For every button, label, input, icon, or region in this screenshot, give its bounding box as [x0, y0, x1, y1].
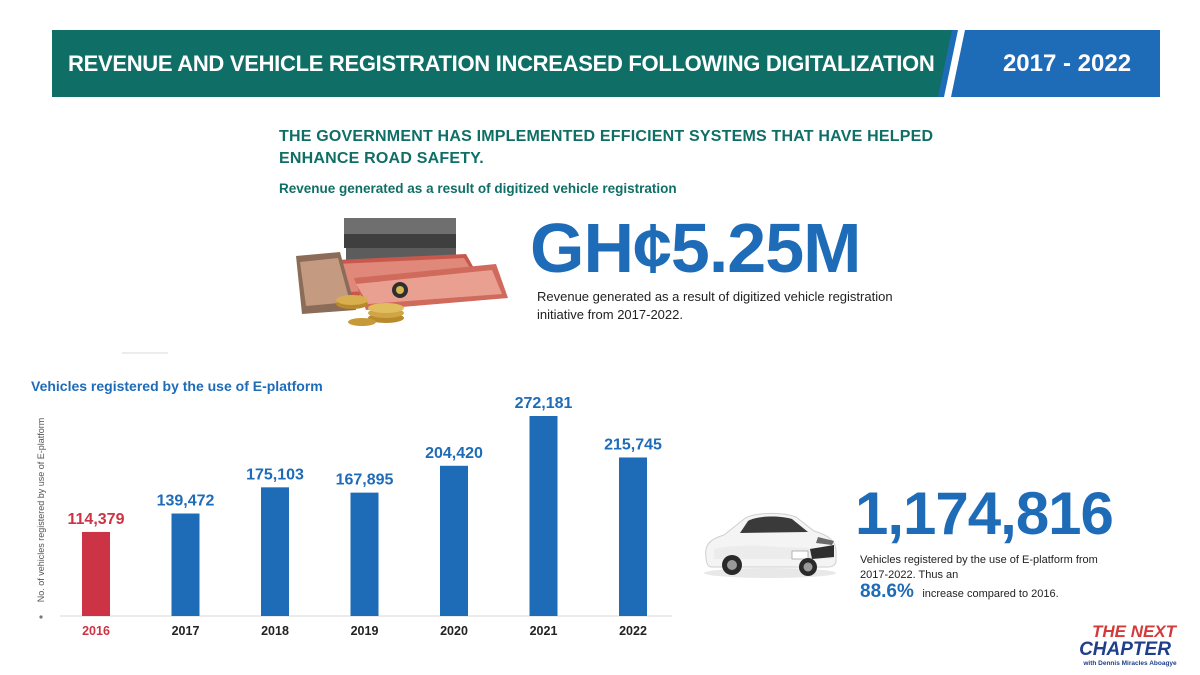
y-axis-label: No. of vehicles registered by use of E-p…: [36, 418, 46, 603]
value-label-2022: 215,745: [604, 436, 662, 453]
bar-2020: [440, 465, 468, 616]
headline: THE GOVERNMENT HAS IMPLEMENTED EFFICIENT…: [279, 128, 934, 167]
chart-title: Vehicles registered by the use of E-plat…: [31, 378, 323, 394]
revenue-note: Revenue generated as a result of digitiz…: [537, 289, 893, 322]
bar-2017: [171, 513, 200, 616]
x-tick-label-2022: 2022: [619, 624, 647, 638]
x-tick-label-2020: 2020: [440, 624, 468, 638]
value-label-2016: 114,379: [68, 511, 125, 528]
value-label-2018: 175,103: [246, 466, 304, 483]
increase-value: 88.6%: [860, 581, 914, 602]
car-illustration: [704, 512, 837, 578]
the-next-chapter-logo: THE NEXT CHAPTER with Dennis Miracles Ab…: [1079, 622, 1178, 667]
total-vehicles: 1,174,816: [855, 480, 1114, 547]
bar-2019: [350, 492, 379, 616]
x-tick-label-2016: 2016: [82, 624, 110, 638]
x-tick-label-2019: 2019: [351, 624, 379, 638]
money-stack-illustration: [296, 218, 508, 326]
section-divider: [122, 352, 168, 354]
increase-text: increase compared to 2016.: [922, 588, 1059, 600]
logo-line-2: CHAPTER: [1079, 639, 1171, 660]
bar-2022: [619, 457, 647, 616]
x-tick-label-2021: 2021: [530, 624, 558, 638]
value-label-2017: 139,472: [157, 493, 215, 510]
logo-line-1: THE NEXT: [1092, 622, 1178, 641]
revenue-subtitle: Revenue generated as a result of digitiz…: [279, 181, 677, 196]
increase-row: 88.6% increase compared to 2016.: [860, 581, 1059, 603]
banner-title: REVENUE AND VEHICLE REGISTRATION INCREAS…: [68, 51, 935, 76]
y-axis-label-marker: [39, 615, 43, 619]
bar-2021: [529, 416, 558, 616]
total-vehicles-note: Vehicles registered by the use of E-plat…: [860, 554, 1098, 581]
x-tick-label-2017: 2017: [172, 624, 200, 638]
banner-years: 2017 - 2022: [1002, 50, 1132, 77]
bar-2016: [82, 531, 110, 616]
x-tick-label-2018: 2018: [261, 624, 289, 638]
bar-chart: No. of vehicles registered by use of E-p…: [36, 395, 672, 638]
value-label-2020: 204,420: [425, 445, 483, 462]
banner-blue-section: [938, 30, 1160, 97]
bar-2018: [261, 487, 289, 616]
logo-line-3: with Dennis Miracles Aboagye: [1082, 660, 1177, 667]
revenue-amount: GH¢5.25M: [530, 209, 861, 287]
header-banner: REVENUE AND VEHICLE REGISTRATION INCREAS…: [52, 30, 1160, 97]
value-label-2019: 167,895: [336, 472, 394, 489]
value-label-2021: 272,181: [515, 395, 573, 412]
